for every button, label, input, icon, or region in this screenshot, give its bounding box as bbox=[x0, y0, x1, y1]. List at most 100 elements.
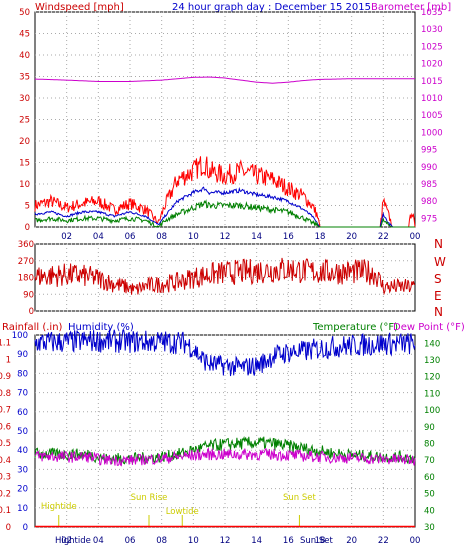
direction-y-tick-label: 0 bbox=[29, 307, 34, 317]
temperature-y-tick-label: 120 bbox=[424, 373, 440, 383]
weather-x-tick-label: 02 bbox=[61, 536, 72, 546]
rainfall-y-tick-label: 0.7 bbox=[0, 406, 11, 416]
hightide-axis-label: Hightide bbox=[55, 536, 91, 546]
rainfall-y-tick-label: 1 bbox=[6, 355, 11, 365]
humidity-y-tick-label: 50 bbox=[17, 427, 28, 437]
wind-x-tick-label: 18 bbox=[315, 232, 326, 242]
direction-y-tick-label: 90 bbox=[23, 290, 34, 300]
wind-y-tick-label: 35 bbox=[19, 73, 30, 83]
rainfall-y-tick-label: 0.9 bbox=[0, 372, 11, 382]
rainfall-y-tick-label: 1.1 bbox=[0, 339, 11, 349]
compass-label: W bbox=[434, 255, 446, 269]
wind-y-tick-label: 10 bbox=[19, 180, 30, 190]
wind-y-tick-label: 25 bbox=[19, 116, 30, 126]
temperature-y-tick-label: 50 bbox=[424, 490, 435, 500]
wind-y-tick-label: 20 bbox=[19, 137, 30, 147]
temperature-y-tick-label: 40 bbox=[424, 506, 435, 516]
wind-y-tick-label: 30 bbox=[19, 94, 30, 104]
direction-y-tick-label: 360 bbox=[18, 240, 34, 250]
wind-x-tick-label: 02 bbox=[61, 232, 72, 242]
temperature-y-tick-label: 90 bbox=[424, 423, 435, 433]
temperature-y-tick-label: 80 bbox=[424, 440, 435, 450]
wind-y-tick-label: 45 bbox=[19, 30, 30, 40]
chart-title: 24 hour graph day : December 15 2015 bbox=[172, 2, 371, 13]
wind-y-tick-label: 40 bbox=[19, 51, 30, 61]
humidity-y-tick-label: 40 bbox=[17, 446, 28, 456]
sunset-axis-label: Sun Set bbox=[300, 536, 333, 546]
temperature-line bbox=[34, 435, 416, 465]
wind-x-tick-label: 06 bbox=[125, 232, 136, 242]
barometer-y-tick-label: 1015 bbox=[421, 77, 443, 87]
wind-x-tick-label: 12 bbox=[220, 232, 231, 242]
rainfall-y-tick-label: 0.2 bbox=[0, 489, 11, 499]
barometer-y-tick-label: 975 bbox=[421, 214, 437, 224]
humidity-y-tick-label: 80 bbox=[17, 369, 28, 379]
temperature-y-tick-label: 140 bbox=[424, 339, 440, 349]
rainfall-y-tick-label: 0 bbox=[6, 523, 11, 533]
humidity-y-tick-label: 60 bbox=[17, 408, 28, 418]
barometer-axis-label: Barometer [mb] bbox=[371, 2, 451, 13]
wind-x-tick-label: 14 bbox=[251, 232, 262, 242]
rainfall-y-tick-label: 0.4 bbox=[0, 456, 11, 466]
humidity-y-tick-label: 10 bbox=[17, 504, 28, 514]
wind-panel: 0510152025303540455097598098599099510001… bbox=[19, 8, 442, 242]
windspeed-axis-label: Windspeed [mph] bbox=[35, 2, 124, 13]
barometer-y-tick-label: 1025 bbox=[421, 42, 443, 52]
humidity-y-tick-label: 90 bbox=[17, 350, 28, 360]
barometer-y-tick-label: 985 bbox=[421, 180, 437, 190]
rainfall-y-tick-label: 0.6 bbox=[0, 422, 11, 432]
rainfall-y-tick-label: 0.3 bbox=[0, 473, 11, 483]
temperature-y-tick-label: 30 bbox=[424, 523, 435, 533]
direction-y-tick-label: 180 bbox=[18, 274, 34, 284]
temperature-y-tick-label: 100 bbox=[424, 406, 440, 416]
weather-x-tick-label: 12 bbox=[220, 536, 231, 546]
weather-x-tick-label: 18 bbox=[315, 536, 326, 546]
wind-x-tick-label: 00 bbox=[410, 232, 421, 242]
barometer-y-tick-label: 1020 bbox=[421, 60, 443, 70]
barometer-y-tick-label: 990 bbox=[421, 163, 437, 173]
compass-label: S bbox=[434, 272, 442, 286]
rainfall-y-tick-label: 0.5 bbox=[0, 439, 11, 449]
wind-y-tick-label: 50 bbox=[19, 8, 30, 18]
weather-x-tick-label: 22 bbox=[378, 536, 389, 546]
weather-panel: 0 0.1 0.2 0.3 0.4 0.5 0.6 0.7 0.8 0.9 1 1.1 0 10 20 30 4… bbox=[0, 329, 440, 546]
wind-y-tick-label: 15 bbox=[19, 159, 30, 169]
compass-label: N bbox=[434, 237, 443, 251]
humidity-y-tick-label: 100 bbox=[12, 331, 28, 341]
speed-line bbox=[34, 199, 415, 228]
wind-x-tick-label: 04 bbox=[93, 232, 104, 242]
compass-label: E bbox=[434, 289, 442, 303]
humidity-y-tick-label: 0 bbox=[23, 523, 28, 533]
weather-x-tick-label: 08 bbox=[156, 536, 167, 546]
humidity-y-tick-label: 70 bbox=[17, 389, 28, 399]
barometer-y-tick-label: 1035 bbox=[421, 8, 443, 18]
barometer-line bbox=[35, 76, 415, 84]
barometer-y-tick-label: 1010 bbox=[421, 94, 443, 104]
event-label: Sun Rise bbox=[131, 493, 168, 503]
temperature-y-tick-label: 60 bbox=[424, 473, 435, 483]
event-label: Lowtide bbox=[166, 507, 199, 517]
barometer-y-tick-label: 995 bbox=[421, 146, 437, 156]
weather-x-tick-label: 10 bbox=[188, 536, 199, 546]
wind-x-tick-label: 16 bbox=[283, 232, 294, 242]
temperature-axis-label: Temperature (°F) bbox=[312, 322, 398, 333]
compass-label: N bbox=[434, 305, 443, 319]
humidity-axis-label: Humidity (%) bbox=[68, 322, 134, 333]
event-label: Hightide bbox=[41, 502, 77, 512]
humidity-y-tick-label: 30 bbox=[17, 465, 28, 475]
temperature-y-tick-label: 70 bbox=[424, 456, 435, 466]
dewpoint-axis-label: Dew Point (°F) bbox=[393, 322, 465, 333]
wind-y-tick-label: 0 bbox=[25, 223, 30, 233]
event-label: Sun Set bbox=[283, 493, 316, 503]
humidity-y-tick-label: 20 bbox=[17, 485, 28, 495]
weather-x-tick-label: 16 bbox=[283, 536, 294, 546]
direction-y-tick-label: 270 bbox=[18, 257, 34, 267]
wind-y-tick-label: 5 bbox=[25, 202, 30, 212]
weather-x-tick-label: 20 bbox=[346, 536, 357, 546]
barometer-y-tick-label: 980 bbox=[421, 197, 437, 207]
weather-x-tick-label: 04 bbox=[93, 536, 104, 546]
rainfall-axis-label: Rainfall (.in) bbox=[2, 322, 63, 333]
direction-line bbox=[34, 257, 415, 296]
